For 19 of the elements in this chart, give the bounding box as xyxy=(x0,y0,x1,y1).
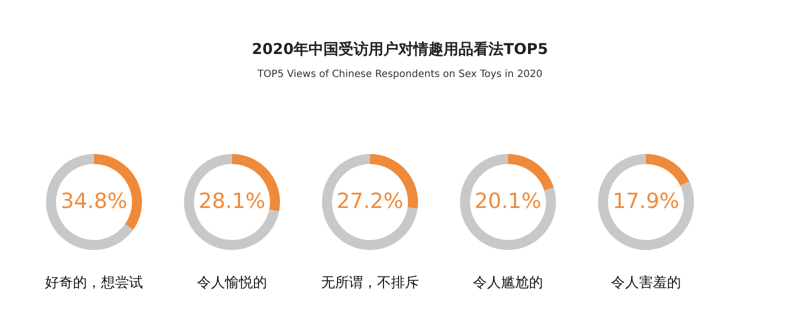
data-label: 20.1% xyxy=(474,189,542,213)
donut-slice xyxy=(508,154,554,190)
text: TOP5 Views of Chinese Respondents on Sex Toys in 2020 xyxy=(256,69,544,80)
data-label: 17.9% xyxy=(612,189,680,213)
text: 令人害羞的 xyxy=(611,275,681,291)
text: 好奇的，想尝试 xyxy=(45,275,143,291)
donut-slice xyxy=(184,154,280,250)
text: 2020年中国受访用户对情趣用品看法TOP5 xyxy=(250,40,550,59)
donut-slice xyxy=(460,154,556,250)
donut-slice xyxy=(598,154,694,250)
data-label: 27.2% xyxy=(336,189,404,213)
text: 令人尴尬的 xyxy=(473,275,543,291)
donut-slice xyxy=(646,154,690,186)
text: 令人愉悦的 xyxy=(197,275,267,291)
data-label: 28.1% xyxy=(198,189,266,213)
text: 无所谓，不排斥 xyxy=(321,275,419,291)
donut-slice xyxy=(46,154,134,250)
donut-slice xyxy=(322,154,418,250)
data-label: 34.8% xyxy=(60,189,128,213)
